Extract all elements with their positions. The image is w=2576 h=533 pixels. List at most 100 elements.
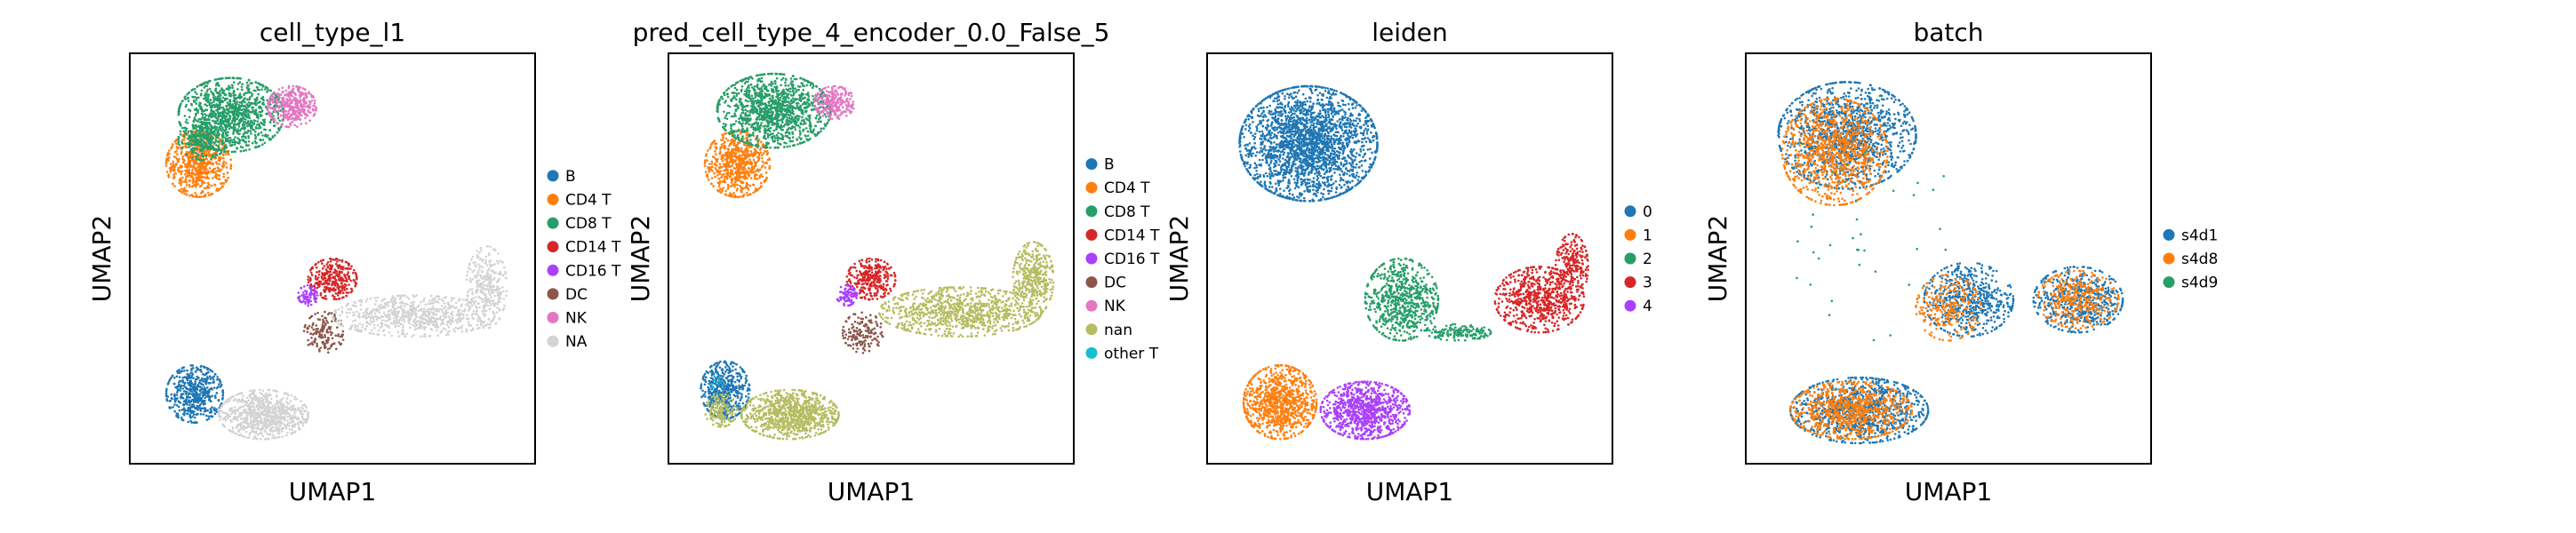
point — [269, 99, 272, 102]
point — [245, 107, 248, 109]
point — [341, 260, 344, 263]
point — [254, 131, 257, 133]
point — [228, 154, 230, 156]
point — [314, 113, 316, 115]
point — [325, 268, 328, 271]
point — [207, 138, 210, 140]
point — [229, 123, 232, 125]
point — [226, 119, 228, 122]
point — [375, 310, 378, 313]
point — [346, 279, 348, 282]
point — [221, 424, 224, 426]
point — [324, 295, 327, 298]
point — [200, 137, 203, 139]
point — [210, 378, 212, 380]
point — [369, 323, 372, 326]
point — [221, 404, 224, 407]
point — [307, 109, 309, 112]
point — [285, 410, 288, 412]
point — [241, 89, 244, 91]
point — [260, 131, 263, 134]
point — [254, 134, 257, 137]
point — [236, 109, 239, 112]
point — [184, 146, 187, 148]
point — [324, 346, 327, 349]
point — [221, 142, 224, 145]
point — [188, 115, 191, 118]
point — [267, 87, 269, 90]
point — [180, 165, 182, 168]
point — [238, 121, 241, 123]
point — [238, 139, 241, 141]
point — [197, 178, 200, 180]
point — [231, 103, 234, 106]
point — [312, 329, 315, 331]
point — [254, 435, 257, 438]
point — [206, 108, 209, 111]
point — [176, 412, 179, 415]
point — [393, 299, 396, 302]
point — [428, 320, 430, 322]
point — [249, 117, 252, 120]
point — [185, 130, 188, 132]
point — [204, 187, 206, 190]
point — [302, 425, 305, 427]
point — [218, 106, 220, 108]
point — [325, 317, 328, 320]
point — [459, 314, 461, 316]
point — [431, 308, 434, 311]
point — [177, 167, 180, 170]
point — [189, 109, 192, 112]
point — [199, 379, 202, 382]
point — [296, 418, 299, 420]
point — [235, 418, 237, 420]
point — [242, 123, 244, 126]
point — [462, 298, 465, 301]
point — [305, 92, 308, 95]
point — [473, 310, 476, 313]
point — [339, 314, 341, 317]
point — [222, 131, 225, 134]
point — [266, 91, 268, 93]
point — [201, 397, 204, 400]
point — [308, 103, 311, 106]
point — [454, 330, 457, 333]
point — [483, 281, 485, 283]
point — [197, 400, 200, 402]
point — [192, 377, 195, 379]
point — [191, 157, 194, 160]
point — [189, 386, 192, 388]
point — [250, 123, 252, 126]
point — [194, 91, 196, 93]
point — [328, 279, 331, 282]
point — [460, 318, 462, 321]
point — [201, 386, 204, 389]
point — [311, 274, 314, 277]
point — [245, 431, 248, 434]
point — [406, 304, 409, 306]
point — [354, 281, 356, 283]
point — [180, 131, 182, 133]
point — [243, 121, 245, 123]
point — [307, 412, 309, 415]
point — [215, 175, 218, 178]
point — [267, 394, 269, 397]
point — [207, 394, 210, 396]
point — [293, 119, 296, 122]
point — [388, 318, 390, 321]
point — [300, 94, 303, 97]
point — [249, 434, 252, 436]
point — [444, 310, 447, 313]
point — [397, 325, 400, 328]
point — [206, 122, 209, 124]
point — [320, 259, 323, 262]
point — [316, 343, 318, 346]
point — [365, 300, 368, 303]
point — [423, 318, 426, 321]
point — [173, 383, 176, 386]
point — [323, 321, 325, 323]
point — [446, 323, 449, 326]
point — [314, 297, 316, 299]
point — [204, 123, 206, 125]
point — [207, 368, 210, 370]
